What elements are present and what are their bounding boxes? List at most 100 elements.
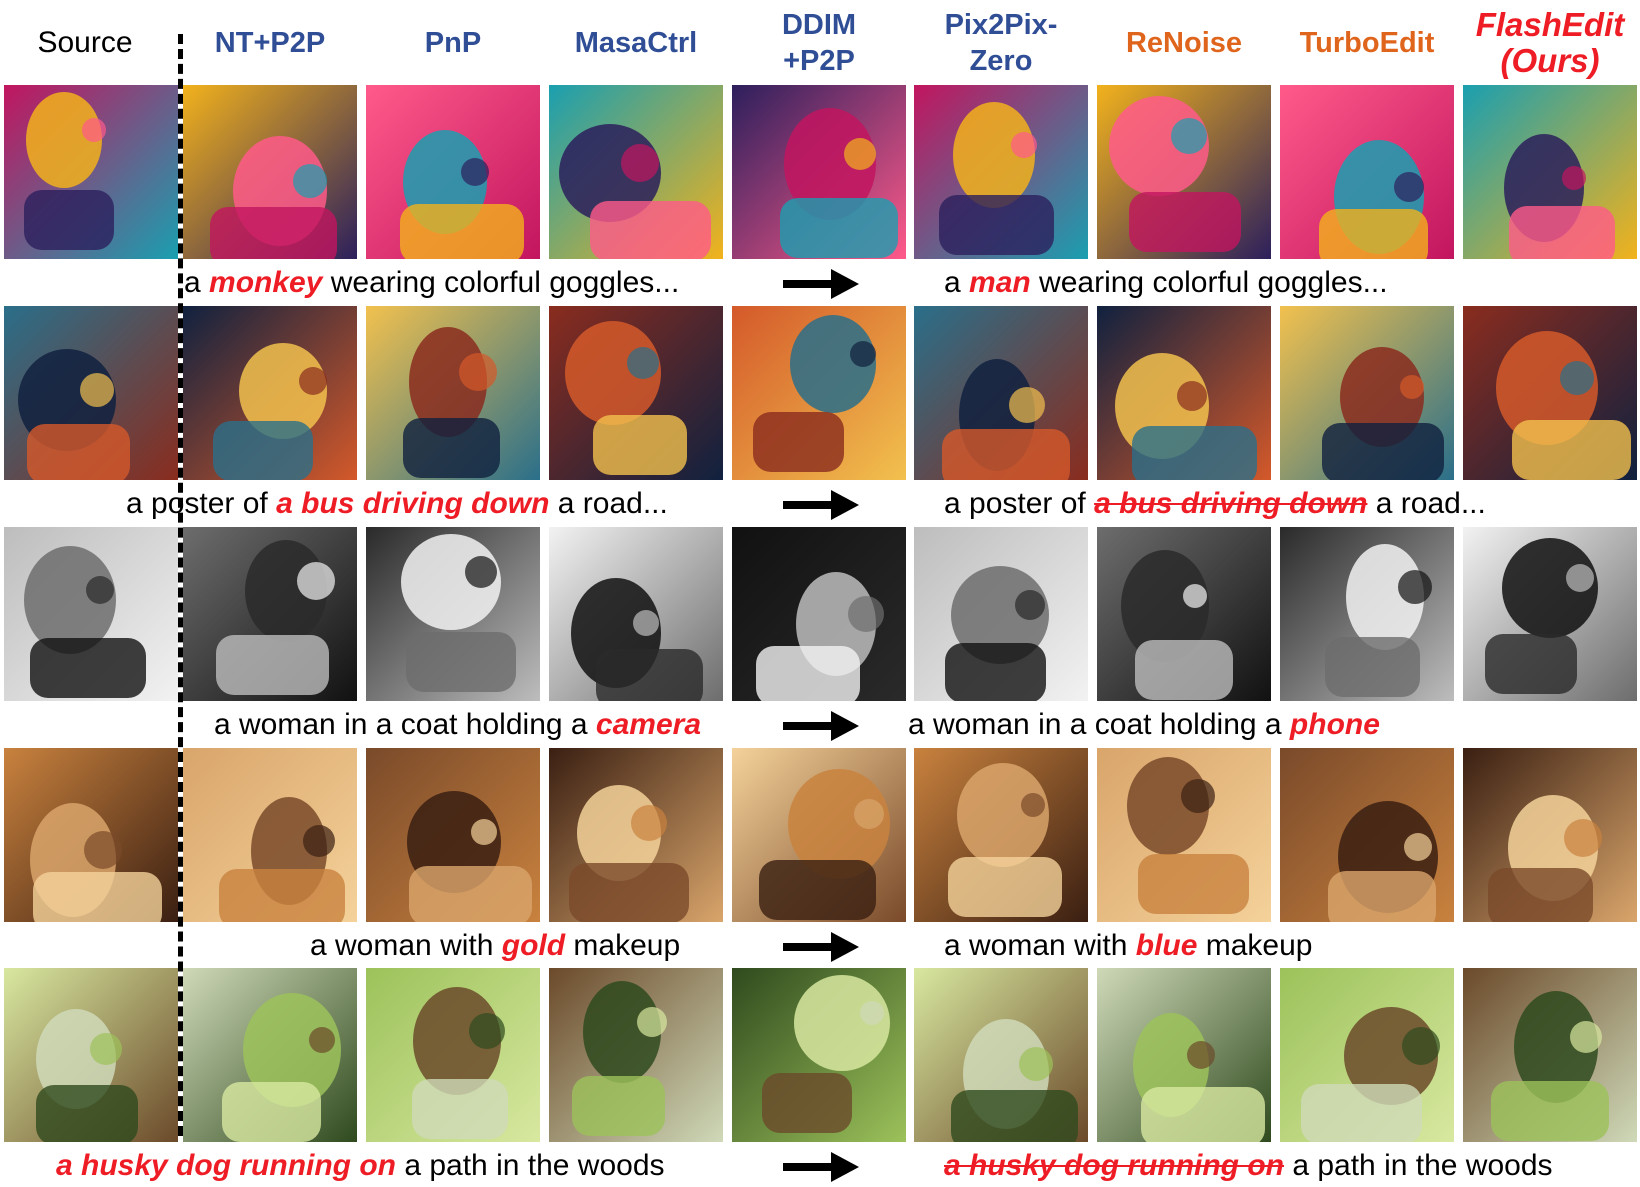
result-image-row2-col8 [1463, 306, 1637, 480]
caption-text: a poster of [126, 487, 277, 520]
header-flashedit-ours-: FlashEdit (Ours) [1459, 0, 1640, 86]
result-image-row5-col6 [1097, 968, 1271, 1142]
result-image-row2-col2 [366, 306, 540, 480]
caption-text: wearing colorful goggles... [1030, 266, 1388, 299]
result-image-row4-col1 [183, 748, 357, 922]
result-image-row5-col5 [914, 968, 1088, 1142]
target-prompt-caption: a woman with blue makeup [944, 926, 1313, 966]
caption-text: a path in the woods [396, 1149, 665, 1182]
caption-text: a path in the woods [1284, 1149, 1553, 1182]
header-pix2pix-zero-line: Pix2Pix- [944, 9, 1058, 41]
result-image-row3-col1 [183, 527, 357, 701]
result-image-row1-col2 [366, 85, 540, 259]
header-turboedit: TurboEdit [1276, 0, 1458, 86]
caption-text: wearing colorful goggles... [322, 266, 680, 299]
result-image-row5-col1 [183, 968, 357, 1142]
header-turboedit-line: TurboEdit [1299, 27, 1435, 59]
right-arrow-icon [783, 1152, 859, 1182]
caption-text: makeup [565, 929, 681, 962]
result-image-row2-col7 [1280, 306, 1454, 480]
source-image-row3-col0 [4, 527, 178, 701]
target-prompt-caption: a husky dog running on a path in the woo… [944, 1146, 1553, 1186]
result-image-row1-col8 [1463, 85, 1637, 259]
source-prompt-caption: a poster of a bus driving down a road... [126, 484, 668, 524]
result-image-row1-col6 [1097, 85, 1271, 259]
result-image-row1-col1 [183, 85, 357, 259]
source-prompt-caption: a husky dog running on a path in the woo… [56, 1146, 665, 1186]
header-ddim-p2p-line: DDIM [781, 9, 857, 41]
result-image-row4-col5 [914, 748, 1088, 922]
result-image-row4-col2 [366, 748, 540, 922]
header-masactrl-line: MasaCtrl [574, 27, 698, 59]
caption-text: a [944, 266, 970, 299]
result-image-row3-col8 [1463, 527, 1637, 701]
highlighted-edit-word: man [969, 266, 1031, 299]
header-ddim-p2p-line: +P2P [783, 45, 855, 77]
right-arrow-icon [783, 490, 859, 520]
result-image-row3-col7 [1280, 527, 1454, 701]
highlighted-edit-word: a bus driving down [276, 487, 550, 520]
result-image-row5-col2 [366, 968, 540, 1142]
caption-text: makeup [1197, 929, 1313, 962]
result-image-row3-col4 [732, 527, 906, 701]
source-image-row2-col0 [4, 306, 178, 480]
header-source: Source [37, 26, 133, 59]
caption-text: a woman with [310, 929, 502, 962]
source-image-row4-col0 [4, 748, 178, 922]
target-prompt-caption: a poster of a bus driving down a road... [944, 484, 1486, 524]
source-prompt-caption: a woman in a coat holding a camera [214, 705, 701, 745]
result-image-row4-col8 [1463, 748, 1637, 922]
result-image-row5-col8 [1463, 968, 1637, 1142]
caption-text: a woman in a coat holding a [908, 708, 1290, 741]
result-image-row1-col7 [1280, 85, 1454, 259]
caption-text: a [184, 266, 210, 299]
source-divider [178, 34, 183, 1136]
highlighted-edit-word: camera [595, 708, 702, 741]
result-image-row2-col1 [183, 306, 357, 480]
target-prompt-caption: a woman in a coat holding a phone [908, 705, 1380, 745]
header-nt-p2p: NT+P2P [179, 0, 361, 86]
caption-text: a road... [549, 487, 668, 520]
result-image-row5-col3 [549, 968, 723, 1142]
header-flashedit-ours--line: FlashEdit [1475, 6, 1625, 43]
caption-text: a road... [1367, 487, 1486, 520]
result-image-row4-col6 [1097, 748, 1271, 922]
right-arrow-icon [783, 711, 859, 741]
result-image-row5-col4 [732, 968, 906, 1142]
header-pnp-line: PnP [424, 27, 482, 59]
target-prompt-caption: a man wearing colorful goggles... [944, 263, 1388, 303]
highlighted-edit-word: monkey [209, 266, 323, 299]
right-arrow-icon [783, 932, 859, 962]
header-pnp: PnP [362, 0, 544, 86]
result-image-row5-col7 [1280, 968, 1454, 1142]
caption-text: a woman with [944, 929, 1136, 962]
result-image-row1-col5 [914, 85, 1088, 259]
result-image-row3-col6 [1097, 527, 1271, 701]
result-image-row2-col3 [549, 306, 723, 480]
result-image-row1-col3 [549, 85, 723, 259]
header-renoise: ReNoise [1093, 0, 1275, 86]
result-image-row2-col6 [1097, 306, 1271, 480]
result-image-row4-col4 [732, 748, 906, 922]
highlighted-edit-word: blue [1135, 929, 1198, 962]
result-image-row2-col4 [732, 306, 906, 480]
result-image-row3-col2 [366, 527, 540, 701]
header-renoise-line: ReNoise [1125, 27, 1243, 59]
right-arrow-icon [783, 269, 859, 299]
source-prompt-caption: a woman with gold makeup [310, 926, 680, 966]
source-image-row5-col0 [4, 968, 178, 1142]
result-image-row4-col3 [549, 748, 723, 922]
highlighted-edit-word: a husky dog running on [56, 1149, 396, 1182]
source-prompt-caption: a monkey wearing colorful goggles... [184, 263, 679, 303]
header-ddim-p2p: DDIM +P2P [728, 0, 910, 86]
result-image-row2-col5 [914, 306, 1088, 480]
result-image-row4-col7 [1280, 748, 1454, 922]
highlighted-edit-word: a husky dog running on [944, 1149, 1284, 1182]
caption-text: a woman in a coat holding a [214, 708, 596, 741]
result-image-row3-col5 [914, 527, 1088, 701]
result-image-row1-col4 [732, 85, 906, 259]
highlighted-edit-word: phone [1289, 708, 1380, 741]
header-masactrl: MasaCtrl [545, 0, 727, 86]
header-nt-p2p-line: NT+P2P [214, 27, 326, 59]
source-image-row1-col0 [4, 85, 178, 259]
